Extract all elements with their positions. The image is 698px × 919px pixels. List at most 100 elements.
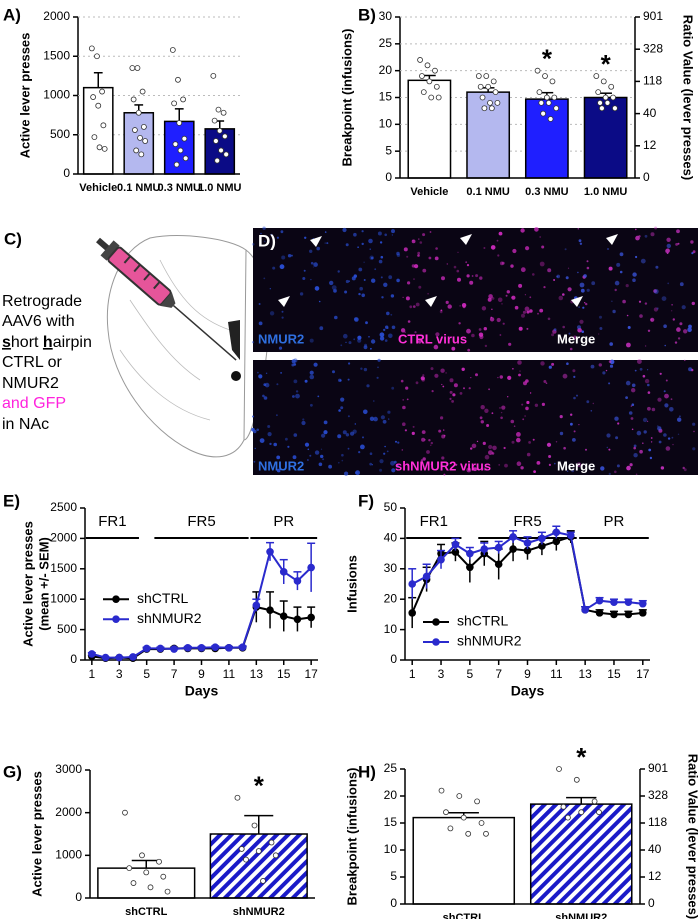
signal <box>504 463 508 468</box>
data-point <box>175 76 181 83</box>
data-point <box>234 794 241 801</box>
signal <box>533 470 536 473</box>
signal <box>572 369 576 373</box>
signal <box>357 338 362 343</box>
signal <box>358 292 361 296</box>
c-text: and GFP <box>2 395 66 412</box>
signal <box>456 269 460 273</box>
signal <box>402 296 404 298</box>
signal <box>677 242 680 245</box>
data-point <box>549 78 556 85</box>
data-point <box>547 116 554 122</box>
signal <box>419 241 423 244</box>
signal <box>441 276 445 281</box>
data-point <box>100 122 107 129</box>
data-point <box>216 127 223 134</box>
signal <box>293 358 298 363</box>
data-point <box>225 644 233 652</box>
data-point <box>214 157 221 164</box>
signal <box>383 282 388 287</box>
signal <box>677 417 682 422</box>
signal <box>301 420 306 426</box>
signal <box>555 441 558 443</box>
signal <box>671 310 673 312</box>
signal <box>467 348 471 352</box>
signal <box>309 370 314 375</box>
signal <box>341 459 344 462</box>
signal <box>278 346 283 350</box>
signal <box>267 432 272 437</box>
signal <box>644 378 650 384</box>
signal <box>386 311 390 316</box>
significance: * <box>576 742 587 772</box>
channel-label: Merge <box>557 331 595 346</box>
signal <box>497 254 500 257</box>
data-point <box>428 94 435 101</box>
data-point <box>426 78 433 85</box>
signal <box>343 333 348 339</box>
signal <box>276 455 281 460</box>
signal <box>361 293 366 298</box>
signal <box>279 264 285 270</box>
signal <box>405 296 410 301</box>
signal <box>667 282 670 285</box>
signal <box>413 278 415 280</box>
signal <box>669 407 674 412</box>
data-point <box>211 117 218 124</box>
signal <box>559 431 564 436</box>
signal <box>466 264 470 267</box>
signal <box>396 251 400 256</box>
signal <box>369 248 371 250</box>
data-point <box>215 106 222 113</box>
signal <box>347 378 350 381</box>
signal <box>468 387 471 390</box>
signal <box>619 270 623 274</box>
data-point <box>610 610 618 619</box>
signal <box>564 248 567 251</box>
signal <box>545 382 548 385</box>
signal <box>350 431 355 436</box>
signal <box>254 447 256 450</box>
y2-tick-label: 0 <box>648 896 655 910</box>
legend-label: shCTRL <box>137 590 189 606</box>
signal <box>488 388 490 391</box>
data-point <box>608 83 615 90</box>
signal <box>276 414 278 417</box>
data-point <box>523 546 532 555</box>
signal <box>440 368 445 373</box>
signal <box>433 344 439 350</box>
signal <box>571 469 575 473</box>
signal <box>431 390 434 393</box>
x-tick-label: 11 <box>550 667 563 681</box>
panel-label: D) <box>258 231 276 250</box>
significance: * <box>601 49 612 79</box>
signal <box>569 347 573 351</box>
arrowhead <box>278 296 290 307</box>
y2-tick-label: 901 <box>648 761 668 775</box>
signal <box>633 446 636 450</box>
data-point <box>138 151 145 158</box>
signal <box>606 446 608 449</box>
signal <box>366 384 370 388</box>
legend-label: shNMUR2 <box>137 610 202 626</box>
signal <box>384 339 388 342</box>
y-tick-label: 50 <box>384 500 398 514</box>
signal <box>579 242 583 245</box>
signal <box>499 407 501 409</box>
signal <box>648 448 652 452</box>
panel-label: E) <box>3 491 20 510</box>
series-line <box>91 549 312 659</box>
c-text: h <box>43 334 53 351</box>
signal <box>608 448 611 451</box>
signal <box>647 383 650 387</box>
signal <box>522 418 525 421</box>
bar <box>407 79 452 179</box>
signal <box>548 455 552 458</box>
y-axis-label: Breakpoint (infusions) <box>339 29 354 167</box>
data-point <box>509 545 517 553</box>
signal <box>281 255 286 260</box>
data-point <box>251 822 258 829</box>
signal <box>482 441 486 445</box>
signal <box>546 442 552 447</box>
signal <box>478 332 484 337</box>
